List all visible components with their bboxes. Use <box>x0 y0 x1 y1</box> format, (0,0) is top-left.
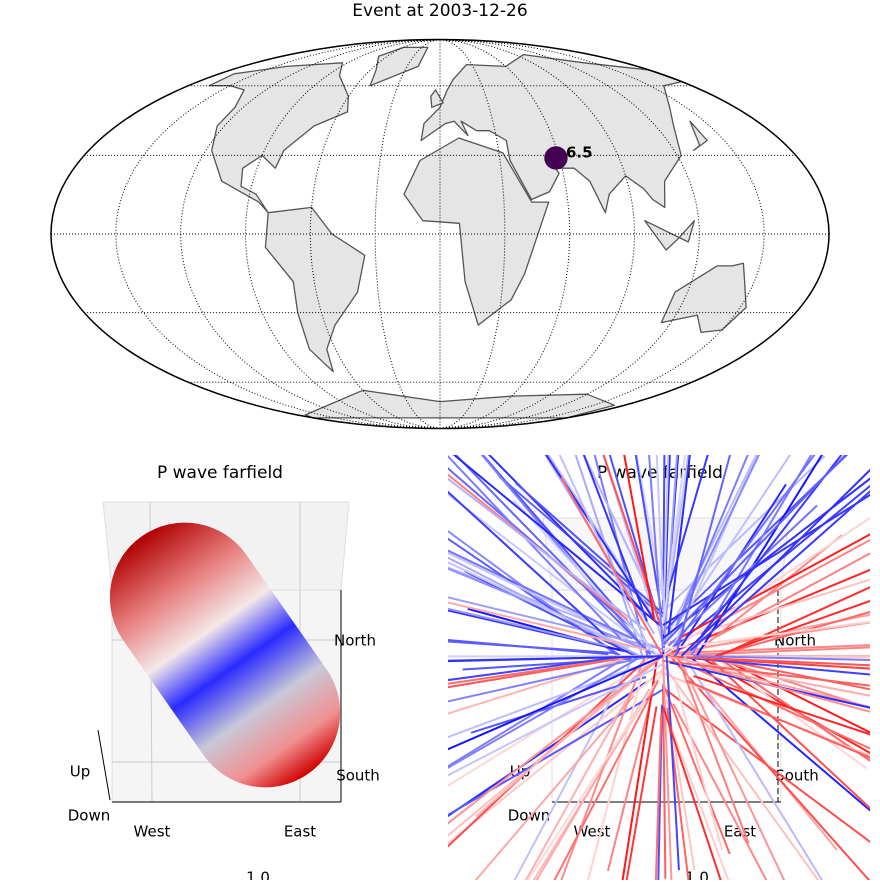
axis-label: West <box>134 823 171 841</box>
panel-title: P wave farfield <box>157 463 283 483</box>
ray <box>306 690 663 880</box>
ray <box>624 706 657 880</box>
world-map: 6.5 <box>51 40 829 429</box>
magnitude-label: 6.5 <box>566 143 593 161</box>
axis-label: Down <box>68 807 111 825</box>
event-marker <box>544 146 567 169</box>
axis-label: South <box>336 767 380 785</box>
axis-label: Up <box>70 763 91 781</box>
scale-label: 1.0 <box>246 869 270 881</box>
axis-label: North <box>334 632 376 650</box>
axis-label: Down <box>508 807 551 825</box>
ray <box>408 696 634 880</box>
ray <box>676 355 757 656</box>
axis-label: East <box>284 823 316 841</box>
axis <box>98 730 110 800</box>
map-title: Event at 2003-12-26 <box>352 1 527 21</box>
ray <box>450 689 632 880</box>
beachball-3d <box>80 493 369 817</box>
